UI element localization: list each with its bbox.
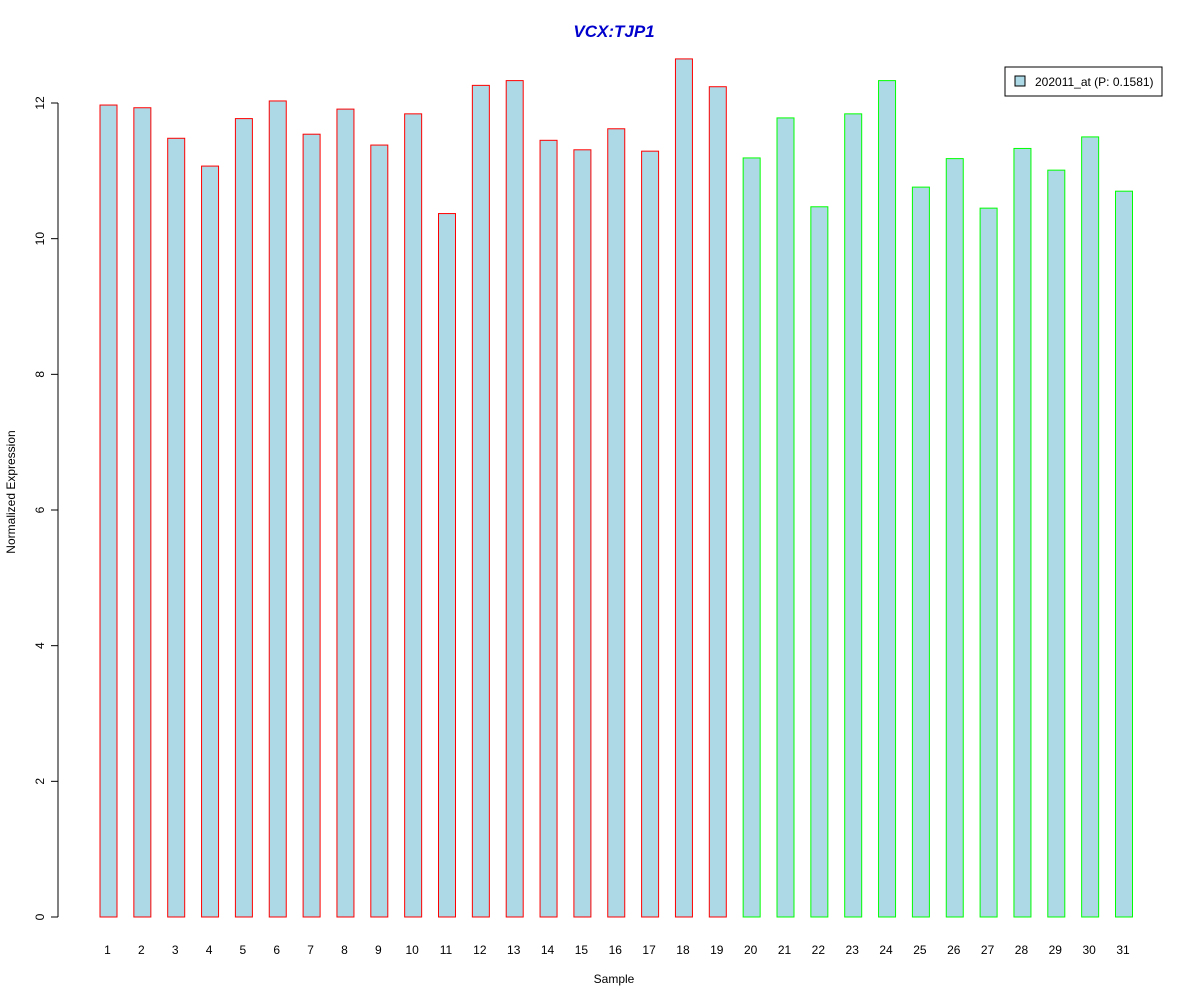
bar-sample-8 [336,108,355,918]
x-tick-label: 15 [575,943,589,957]
bars-group [99,58,1133,918]
x-tick-label: 6 [273,943,280,957]
legend-swatch [1014,75,1026,87]
bar-sample-25 [911,186,930,918]
x-axis: 1 2 3 4 5 6 7 8 9 10 11 12 13 14 15 16 17 18 19 20 21 22 23 24 2… [104,943,1130,957]
bar-sample-10 [404,113,423,918]
bar-sample-13 [505,80,524,918]
x-tick-label: 18 [676,943,690,957]
x-tick-label: 3 [172,943,179,957]
y-axis: 0 2 4 6 8 10 12 [33,96,59,920]
bar-sample-18 [674,58,693,918]
bar-sample-21 [776,117,795,918]
bar-sample-26 [945,158,964,918]
x-tick-label: 9 [375,943,382,957]
x-tick-label: 22 [812,943,826,957]
x-tick-label: 24 [879,943,893,957]
bar-sample-28 [1013,147,1032,918]
x-tick-label: 29 [1049,943,1063,957]
x-tick-label: 17 [642,943,656,957]
bar-sample-14 [539,139,558,918]
legend-box [1004,66,1163,97]
bar-sample-2 [133,107,152,918]
legend-label: 202011_at (P: 0.1581) [1035,75,1154,89]
bar-sample-6 [268,100,287,918]
bar-sample-17 [641,150,660,918]
x-tick-label: 19 [710,943,724,957]
bar-sample-7 [302,133,321,918]
y-tick-label: 2 [33,778,47,785]
bar-sample-23 [844,113,863,918]
bar-sample-27 [979,207,998,918]
bar-sample-31 [1115,190,1133,918]
x-tick-label: 31 [1116,943,1130,957]
y-tick-label: 8 [33,371,47,378]
x-tick-label: 20 [744,943,758,957]
bar-sample-20 [742,157,761,918]
x-tick-label: 23 [846,943,860,957]
bar-sample-3 [167,137,186,918]
x-tick-label: 26 [947,943,961,957]
x-tick-label: 21 [778,943,792,957]
x-tick-label: 7 [307,943,314,957]
x-tick-label: 27 [981,943,995,957]
y-axis-title: Normalized Expression [4,430,18,553]
bar-sample-11 [438,213,456,918]
bar-sample-16 [607,128,626,918]
x-tick-label: 2 [138,943,145,957]
x-tick-label: 1 [104,943,111,957]
y-tick-label: 12 [33,96,47,110]
bar-sample-5 [234,118,253,918]
legend: 202011_at (P: 0.1581) [1004,66,1163,97]
bar-sample-1 [99,104,118,918]
x-tick-label: 4 [206,943,213,957]
x-tick-label: 5 [240,943,247,957]
x-tick-label: 10 [405,943,419,957]
bar-sample-29 [1047,169,1066,918]
y-tick-label: 0 [33,913,47,920]
x-axis-title: Sample [594,972,635,986]
x-tick-label: 25 [913,943,927,957]
chart-title: VCX:TJP1 [573,22,654,41]
x-tick-label: 16 [609,943,623,957]
y-tick-label: 6 [33,506,47,513]
x-tick-label: 11 [440,943,453,957]
x-tick-label: 30 [1082,943,1096,957]
y-tick-label: 10 [33,232,47,246]
bar-sample-9 [370,144,389,918]
bar-sample-19 [708,86,727,918]
x-tick-label: 8 [341,943,348,957]
bar-sample-22 [810,206,829,918]
x-tick-label: 12 [473,943,487,957]
bar-sample-24 [878,80,897,918]
x-tick-label: 28 [1015,943,1029,957]
y-tick-label: 4 [33,642,47,649]
bar-sample-30 [1081,136,1100,918]
bar-sample-4 [201,165,220,918]
bar-sample-12 [471,84,490,918]
x-tick-label: 13 [507,943,521,957]
bar-sample-15 [573,149,592,918]
x-tick-label: 14 [541,943,555,957]
